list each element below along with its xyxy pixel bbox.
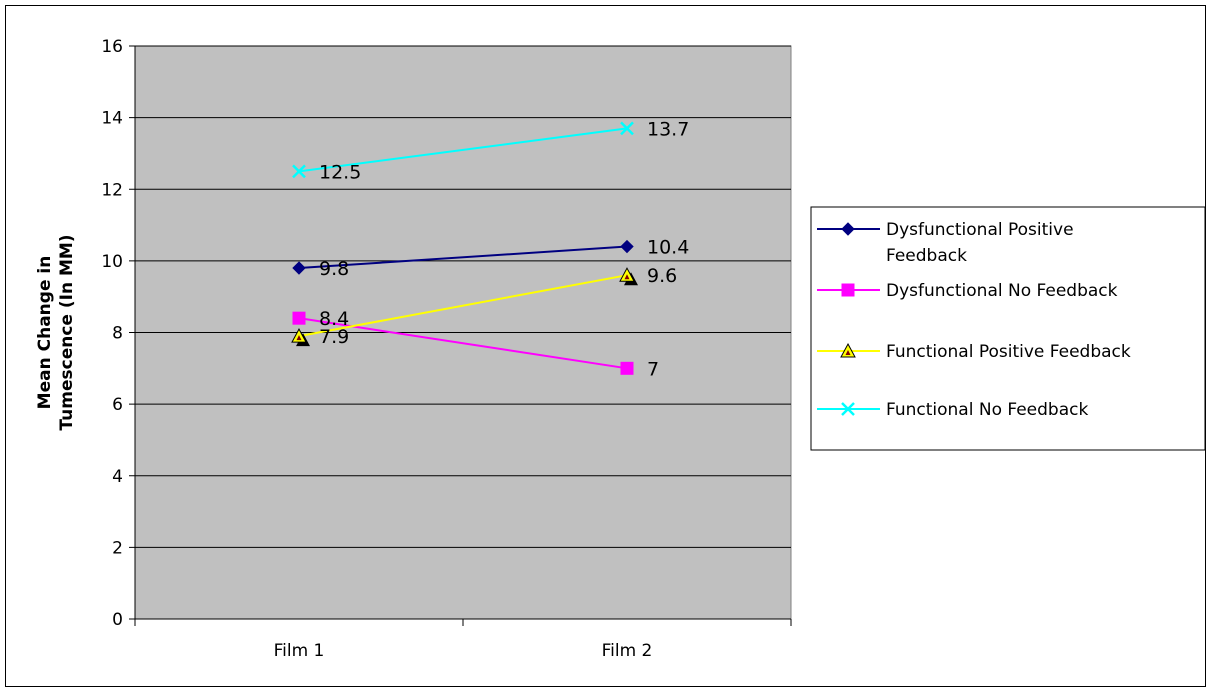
data-point [620, 361, 634, 375]
series-3 [292, 121, 634, 179]
series-line [298, 245, 628, 270]
series-0 [292, 239, 634, 275]
data-label: 10.4 [647, 237, 689, 259]
y-tick-label: 10 [101, 252, 123, 272]
legend-label: Feedback [886, 246, 967, 266]
legend-item: Dysfunctional No Feedback [817, 281, 1118, 301]
x-tick-label: Film 2 [602, 641, 653, 661]
y-axis-title: Mean Change in Tumescence (In MM) [35, 234, 77, 430]
data-point [291, 328, 307, 343]
data-label: 8.4 [319, 308, 349, 330]
legend-item: Dysfunctional Positive Feedback [817, 220, 1074, 266]
series-2 [291, 267, 638, 347]
triangle-marker-core [296, 335, 302, 341]
data-point [619, 267, 635, 282]
data-label: 7 [647, 358, 659, 380]
y-tick-label: 6 [112, 395, 123, 415]
triangle-marker-core [624, 274, 630, 280]
legend-marker [841, 283, 855, 297]
triangle-marker-core [845, 350, 851, 355]
legend-item: Functional No Feedback [817, 400, 1088, 420]
legend-label: Functional Positive Feedback [886, 342, 1131, 362]
y-tick-label: 2 [112, 538, 123, 558]
data-label: 13.7 [647, 118, 689, 140]
legend-marker [840, 342, 856, 358]
legend-marker [841, 222, 855, 236]
y-tick-label: 16 [101, 37, 123, 57]
legend-marker [841, 402, 855, 416]
y-tick-label: 14 [101, 109, 123, 129]
data-label: 9.8 [319, 258, 349, 280]
x-marker-stroke [620, 121, 634, 136]
series-line [298, 274, 628, 338]
x-marker-stroke [841, 402, 855, 416]
data-label: 9.6 [647, 265, 677, 287]
data-point [620, 121, 634, 136]
y-axis-title-line: Tumescence (In MM) [57, 234, 77, 430]
x-tick-label: Film 1 [274, 641, 325, 661]
data-label: 12.5 [319, 161, 361, 183]
legend-label: Dysfunctional Positive [886, 220, 1074, 240]
legend-item: Functional Positive Feedback [817, 342, 1131, 362]
legend-label: Dysfunctional No Feedback [886, 281, 1118, 301]
y-tick-label: 12 [101, 180, 123, 200]
data-point [292, 311, 306, 325]
x-marker-stroke [292, 164, 306, 179]
y-tick-label: 0 [112, 610, 123, 630]
data-point [292, 261, 306, 275]
data-point [292, 164, 306, 179]
legend: Dysfunctional PositiveFeedbackDysfunctio… [810, 206, 1206, 451]
y-tick-label: 8 [112, 324, 123, 344]
legend-label: Functional No Feedback [886, 400, 1088, 420]
data-point [620, 239, 634, 254]
data-label: 7.9 [319, 326, 349, 348]
series-line [298, 127, 628, 173]
y-axis-title-line: Mean Change in [35, 256, 55, 410]
y-tick-label: 4 [112, 467, 123, 487]
